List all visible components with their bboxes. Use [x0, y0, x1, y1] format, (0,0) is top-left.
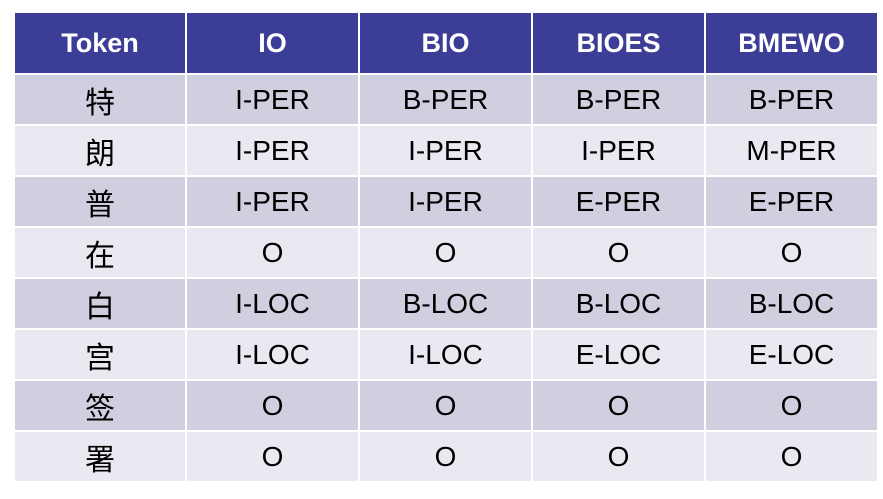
token-cell: 普: [13, 175, 187, 228]
header-bio: BIO: [358, 11, 533, 75]
bio-tag-cell: O: [358, 430, 533, 483]
bioes-tag-cell: O: [531, 430, 706, 483]
io-tag-cell: I-LOC: [185, 277, 360, 330]
io-tag-cell: O: [185, 226, 360, 279]
tagging-scheme-table: Token IO BIO BIOES BMEWO 特 I-PER B-PER B…: [13, 11, 879, 483]
header-bmewo: BMEWO: [704, 11, 879, 75]
table-row: 宫 I-LOC I-LOC E-LOC E-LOC: [13, 328, 879, 381]
bio-tag-cell: B-PER: [358, 73, 533, 126]
bmewo-tag-cell: B-PER: [704, 73, 879, 126]
table-row: 签 O O O O: [13, 379, 879, 432]
bio-tag-cell: O: [358, 379, 533, 432]
io-tag-cell: I-PER: [185, 124, 360, 177]
token-cell: 签: [13, 379, 187, 432]
bmewo-tag-cell: E-LOC: [704, 328, 879, 381]
bioes-tag-cell: E-PER: [531, 175, 706, 228]
bioes-tag-cell: E-LOC: [531, 328, 706, 381]
table-row: 特 I-PER B-PER B-PER B-PER: [13, 73, 879, 126]
bioes-tag-cell: I-PER: [531, 124, 706, 177]
bmewo-tag-cell: M-PER: [704, 124, 879, 177]
token-cell: 在: [13, 226, 187, 279]
bioes-tag-cell: O: [531, 226, 706, 279]
bio-tag-cell: I-PER: [358, 124, 533, 177]
bioes-tag-cell: O: [531, 379, 706, 432]
header-token: Token: [13, 11, 187, 75]
bmewo-tag-cell: B-LOC: [704, 277, 879, 330]
bmewo-tag-cell: O: [704, 379, 879, 432]
io-tag-cell: O: [185, 379, 360, 432]
bio-tag-cell: B-LOC: [358, 277, 533, 330]
header-io: IO: [185, 11, 360, 75]
table-row: 普 I-PER I-PER E-PER E-PER: [13, 175, 879, 228]
token-cell: 特: [13, 73, 187, 126]
token-cell: 朗: [13, 124, 187, 177]
bioes-tag-cell: B-PER: [531, 73, 706, 126]
table-row: 朗 I-PER I-PER I-PER M-PER: [13, 124, 879, 177]
io-tag-cell: O: [185, 430, 360, 483]
token-cell: 白: [13, 277, 187, 330]
table-row: 署 O O O O: [13, 430, 879, 483]
table-row: 白 I-LOC B-LOC B-LOC B-LOC: [13, 277, 879, 330]
bmewo-tag-cell: O: [704, 226, 879, 279]
io-tag-cell: I-PER: [185, 175, 360, 228]
bio-tag-cell: O: [358, 226, 533, 279]
token-cell: 署: [13, 430, 187, 483]
io-tag-cell: I-LOC: [185, 328, 360, 381]
token-cell: 宫: [13, 328, 187, 381]
header-row: Token IO BIO BIOES BMEWO: [13, 11, 879, 75]
bio-tag-cell: I-LOC: [358, 328, 533, 381]
table-row: 在 O O O O: [13, 226, 879, 279]
bio-tag-cell: I-PER: [358, 175, 533, 228]
io-tag-cell: I-PER: [185, 73, 360, 126]
bmewo-tag-cell: O: [704, 430, 879, 483]
header-bioes: BIOES: [531, 11, 706, 75]
bioes-tag-cell: B-LOC: [531, 277, 706, 330]
bmewo-tag-cell: E-PER: [704, 175, 879, 228]
